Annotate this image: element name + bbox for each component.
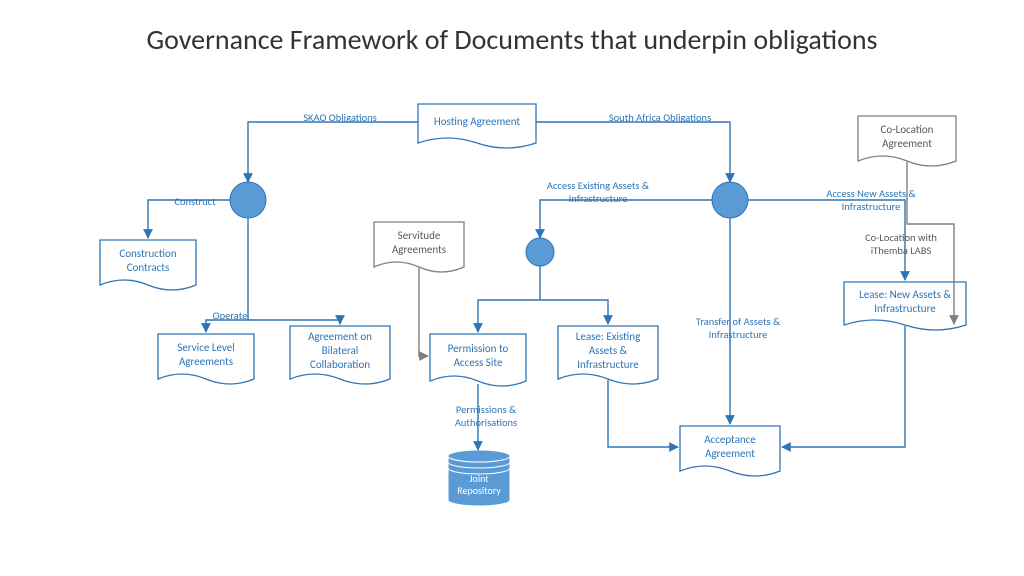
junction-j_sa xyxy=(712,182,748,218)
edge-label-skao_oblig: SKAO Obligations xyxy=(280,112,400,125)
edge-label-accessnew: Access New Assets & Infrastructure xyxy=(806,188,936,213)
doc-label-leaseexist: Lease: Existing Assets & Infrastructure xyxy=(558,326,658,376)
edge-operate-bilateral xyxy=(248,320,340,324)
doc-label-hosting: Hosting Agreement xyxy=(418,104,536,140)
doc-label-servitude: Servitude Agreements xyxy=(374,222,464,264)
edge-servitude xyxy=(419,268,428,356)
doc-label-bilateral: Agreement on Bilateral Collaboration xyxy=(290,326,390,376)
edge-label-transfer: Transfer of Assets & Infrastructure xyxy=(678,316,798,341)
edge-skao-obligations xyxy=(248,122,418,182)
cylinder-label: Joint Repository xyxy=(448,466,510,504)
edge-label-accessexist: Access Existing Assets & Infrastructure xyxy=(528,180,668,205)
doc-label-acceptance: Acceptance Agreement xyxy=(680,426,780,468)
edge-label-permauth: Permissions & Authorisations xyxy=(436,404,536,429)
edge-label-sa_oblig: South Africa Obligations xyxy=(580,112,740,125)
doc-label-permission: Permission to Access Site xyxy=(430,334,526,378)
edge-access-existing xyxy=(540,200,712,238)
junction-j_access xyxy=(526,238,554,266)
junction-j_skao xyxy=(230,182,266,218)
edge-sa-obligations xyxy=(536,122,730,182)
doc-label-sla: Service Level Agreements xyxy=(158,334,254,376)
doc-label-construction: Construction Contracts xyxy=(100,240,196,282)
edge-label-operate: Operate xyxy=(200,310,260,323)
edge-leasenew-acceptance xyxy=(782,326,905,447)
doc-label-leasenew: Lease: New Assets & Infrastructure xyxy=(844,282,966,322)
edge-to-permission xyxy=(478,266,540,332)
edge-label-construct: Construct xyxy=(160,196,230,209)
edge-label-coloc_ithemba: Co-Location with iThemba LABS xyxy=(846,232,956,257)
doc-label-coloc: Co-Location Agreement xyxy=(858,116,956,158)
edge-to-lease-existing xyxy=(540,300,608,324)
edge-leaseexist-acceptance xyxy=(608,380,678,447)
